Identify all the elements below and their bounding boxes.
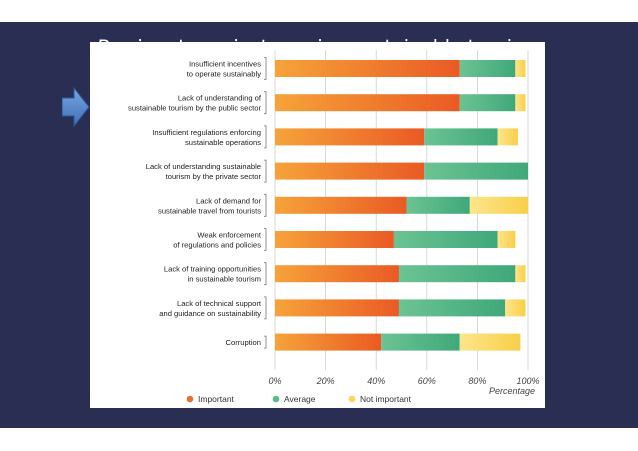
bar-segment (275, 333, 382, 351)
category-label: Lack of understanding of (178, 94, 262, 103)
bar-segment (459, 60, 516, 77)
bar-segment (275, 162, 425, 180)
bar-segment (459, 333, 521, 351)
chart-panel: Insufficient incentives to operate sustai… (90, 42, 545, 408)
x-axis-label: Percentage (489, 386, 535, 396)
category-label: sustainable travel from tourists (158, 206, 261, 215)
category-label: Insufficient regulations enforcing (152, 128, 261, 137)
bar-segment (424, 162, 528, 180)
category-bracket (264, 91, 267, 115)
bar-segment (497, 128, 518, 146)
legend-swatch (348, 395, 356, 403)
category-label: Weak enforcement (197, 231, 261, 240)
bar-segment (275, 60, 460, 77)
bar-segment (398, 299, 506, 317)
x-tick-label: 20% (316, 376, 335, 386)
legend: Important Average Not important (186, 394, 412, 404)
category-label: and guidance on sustainability (159, 309, 261, 318)
category-bracket (264, 57, 267, 80)
category-bracket (264, 296, 267, 320)
x-tick-label: 0% (268, 376, 281, 386)
category-bracket (264, 262, 267, 286)
legend-swatch (272, 395, 280, 403)
bar-segment (515, 60, 526, 77)
bar-segment (515, 265, 526, 283)
category-label: Lack of training opportunities (164, 265, 261, 274)
bar-segment (505, 299, 526, 317)
bar-segment (275, 128, 425, 146)
category-label: sustainable operations (185, 138, 261, 147)
legend-label: Average (284, 394, 316, 404)
bar-segment (275, 299, 399, 317)
x-tick-label: 100% (516, 376, 539, 386)
legend-label: Not important (360, 394, 412, 404)
category-label: Lack of demand for (196, 196, 261, 205)
bar-segment (469, 196, 528, 214)
category-bracket (264, 335, 267, 349)
x-tick-labels: 0% 20% 40% 60% 80% 100% (268, 376, 539, 386)
legend-label: Important (198, 394, 235, 404)
bar-segment (515, 94, 526, 112)
category-bracket (264, 159, 267, 183)
bar-segment (275, 265, 399, 283)
category-label: Lack of technical support (177, 299, 262, 308)
category-label: in sustainable tourism (188, 275, 261, 284)
bar-segment (398, 265, 516, 283)
bar-segment (406, 196, 470, 214)
category-label: Lack of understanding sustainable (146, 162, 261, 171)
bar-segment (275, 196, 407, 214)
category-bracket (264, 228, 267, 251)
x-tick-label: 80% (468, 376, 486, 386)
category-label: of regulations and policies (173, 241, 261, 250)
bar-segment (275, 231, 394, 248)
x-tick-label: 60% (418, 376, 436, 386)
bar-segment (497, 231, 516, 248)
bar-segment (275, 94, 460, 112)
legend-swatch (186, 395, 194, 403)
category-bracket (264, 193, 267, 217)
category-label: Corruption (226, 338, 261, 347)
category-label: Insufficient incentives (189, 60, 261, 69)
category-label: sustainable tourism by the public sector (128, 104, 261, 113)
category-label: tourism by the private sector (166, 172, 262, 181)
category-bracket (264, 125, 267, 149)
bar-segment (424, 128, 498, 146)
bars-group (275, 60, 528, 351)
x-tick-label: 40% (367, 376, 385, 386)
bar-segment (393, 231, 498, 248)
bar-segment (381, 333, 460, 351)
arrow-right-icon (62, 86, 90, 128)
bar-segment (459, 94, 516, 112)
category-label: to operate sustainably (187, 70, 262, 79)
